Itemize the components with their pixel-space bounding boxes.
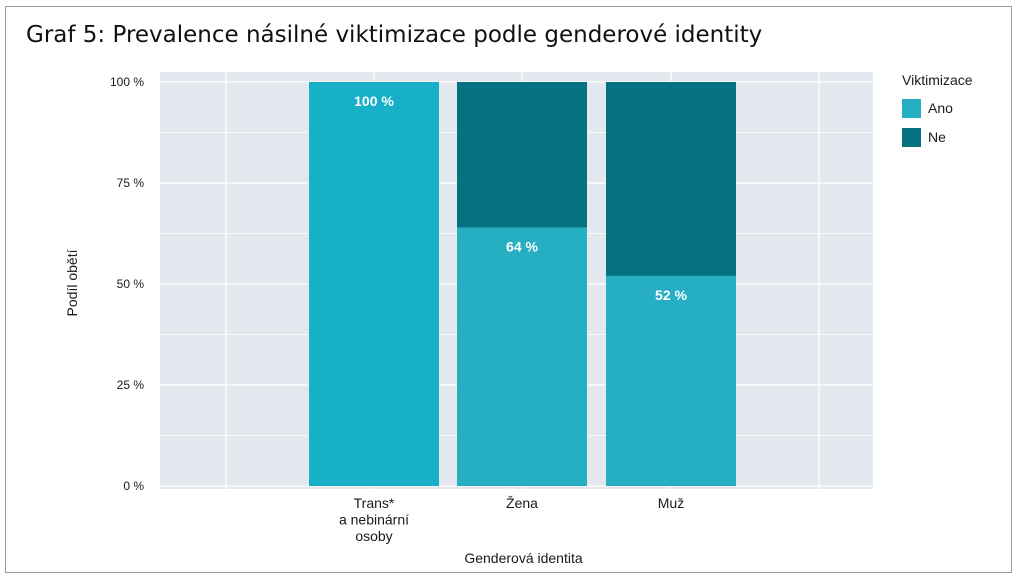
bar-ne: [457, 82, 587, 228]
legend-label-ano: Ano: [928, 100, 953, 116]
data-label: 100 %: [354, 93, 394, 109]
chart-title: Graf 5: Prevalence násilné viktimizace p…: [26, 22, 763, 48]
data-label: 64 %: [506, 238, 538, 254]
y-tick-label: 25 %: [117, 378, 145, 392]
x-tick-label: a nebinární: [339, 512, 409, 528]
x-tick-label: Muž: [658, 495, 684, 511]
legend-swatch-ne: [902, 128, 921, 147]
x-tick-label: Žena: [506, 495, 538, 511]
y-tick-label: 75 %: [117, 176, 145, 190]
x-tick-label: Trans*: [354, 495, 395, 511]
y-axis-title: Podíl obětí: [64, 249, 80, 316]
bar-ano: [309, 82, 439, 486]
x-axis-title: Genderová identita: [464, 550, 583, 566]
y-tick-label: 0 %: [123, 479, 144, 493]
legend-title: Viktimizace: [902, 72, 973, 88]
bar-ne: [606, 82, 736, 276]
x-tick-label: osoby: [355, 528, 392, 544]
bar-ano: [606, 275, 736, 486]
y-tick-label: 50 %: [117, 277, 145, 291]
legend-swatch-ano: [902, 99, 921, 118]
data-label: 52 %: [655, 287, 687, 303]
bar-ano: [457, 227, 587, 486]
legend-label-ne: Ne: [928, 129, 946, 145]
y-tick-label: 100 %: [110, 75, 144, 89]
